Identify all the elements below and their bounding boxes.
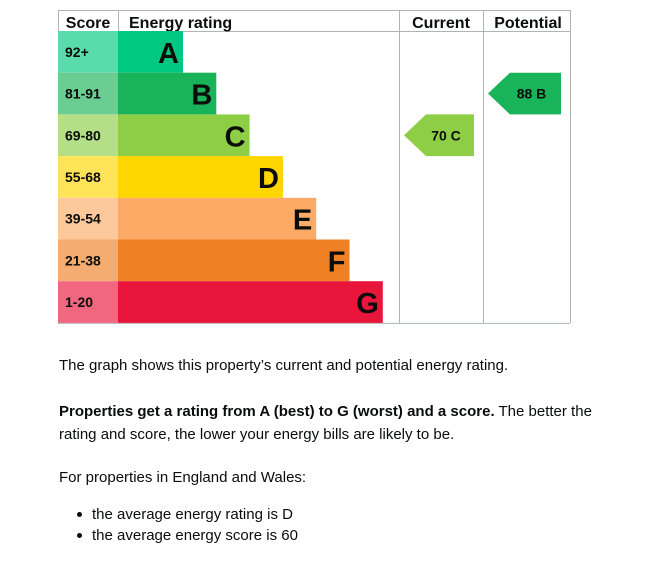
average-rating-list: the average energy rating is D the avera… — [59, 504, 298, 546]
header-current: Current — [412, 15, 470, 32]
rating-explanation-bold: Properties get a rating from A (best) to… — [59, 403, 495, 420]
potential-rating-arrow-label: 88 B — [517, 86, 547, 102]
header-score: Score — [66, 15, 111, 32]
score-cell-d — [58, 156, 118, 198]
rating-letter-a: A — [158, 38, 179, 70]
score-label-g: 1-20 — [65, 294, 93, 310]
rating-bar-f — [118, 239, 350, 282]
rating-bar-g — [118, 281, 383, 323]
region-intro: For properties in England and Wales: — [59, 466, 599, 489]
list-item: the average energy rating is D — [59, 504, 298, 525]
score-cell-a — [58, 31, 118, 73]
rating-letter-b: B — [191, 80, 212, 112]
score-cell-e — [58, 197, 118, 240]
score-cell-b — [58, 72, 118, 115]
score-label-d: 55-68 — [65, 169, 101, 185]
rating-letter-g: G — [356, 288, 379, 320]
list-item: the average energy score is 60 — [59, 525, 298, 546]
energy-rating-chart: Score Energy rating Current Potential 92… — [58, 10, 571, 324]
score-cell-c — [58, 114, 118, 157]
score-label-e: 39-54 — [65, 211, 101, 227]
chart-header: Score Energy rating Current Potential — [66, 15, 562, 32]
graph-description-text: The graph shows this property’s current … — [59, 357, 509, 374]
current-rating-arrow — [404, 114, 474, 157]
score-label-c: 69-80 — [65, 127, 101, 143]
rating-letter-e: E — [293, 205, 312, 237]
rating-bar-c — [118, 114, 250, 157]
score-label-f: 21-38 — [65, 252, 101, 268]
rating-letter-d: D — [258, 163, 279, 195]
score-cell-g — [58, 281, 118, 323]
score-cell-f — [58, 239, 118, 282]
graph-description: The graph shows this property’s current … — [59, 354, 599, 377]
rating-bar-a — [118, 31, 183, 73]
region-intro-text: For properties in England and Wales: — [59, 469, 307, 486]
rating-bar-e — [118, 197, 317, 240]
rating-explanation: Properties get a rating from A (best) to… — [59, 400, 599, 446]
rating-explanation-text: Properties get a rating from A (best) to… — [59, 400, 599, 446]
potential-rating-arrow — [488, 72, 561, 115]
rating-bar-d — [118, 156, 283, 198]
rating-explanation-rest: The better the rating and score, the low… — [59, 403, 592, 443]
rating-arrows: 70 C 88 B — [404, 72, 561, 157]
header-energy-rating: Energy rating — [129, 15, 232, 32]
rating-letter-f: F — [328, 246, 346, 278]
score-label-b: 81-91 — [65, 86, 101, 102]
score-label-a: 92+ — [65, 44, 89, 60]
rating-letter-c: C — [225, 121, 246, 153]
rating-bands: 92+ A 81-91 B 69-80 C 55-68 D 39-54 E 21-38 F 1-20 G — [58, 31, 383, 323]
header-potential: Potential — [494, 15, 562, 32]
rating-bar-b — [118, 72, 217, 115]
current-rating-arrow-label: 70 C — [431, 127, 461, 143]
